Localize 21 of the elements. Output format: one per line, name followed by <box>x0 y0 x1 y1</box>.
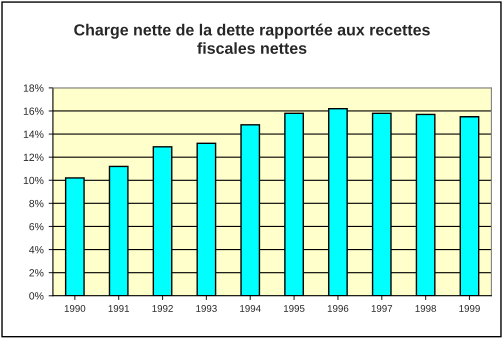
y-tick-label: 8% <box>29 200 44 208</box>
x-tick-label: 1992 <box>152 305 173 312</box>
x-tick-label: 1994 <box>240 305 261 312</box>
x-tick-label: 1998 <box>416 305 436 312</box>
y-tick-label: 0% <box>29 292 44 300</box>
x-tick-label: 1996 <box>328 305 348 312</box>
y-tick-label: 4% <box>29 246 44 254</box>
chart-title: Charge nette de la dette rapportée aux recettes fiscales nettes <box>74 24 430 54</box>
x-tick-label: 1997 <box>372 305 392 312</box>
y-tick-label: 10% <box>24 176 44 184</box>
x-tick-label: 1995 <box>284 305 304 312</box>
y-tick-label: 16% <box>24 107 44 115</box>
x-tick-label: 1991 <box>108 305 130 312</box>
x-tick-label: 1990 <box>64 305 86 312</box>
x-tick-label: 1993 <box>196 305 217 312</box>
y-tick-label: 18% <box>24 84 44 92</box>
y-tick-label: 2% <box>29 269 44 276</box>
y-tick-label: 6% <box>29 222 44 230</box>
y-tick-label: 14% <box>24 130 44 138</box>
x-tick-label: 1999 <box>459 305 480 312</box>
y-tick-label: 12% <box>24 154 44 162</box>
